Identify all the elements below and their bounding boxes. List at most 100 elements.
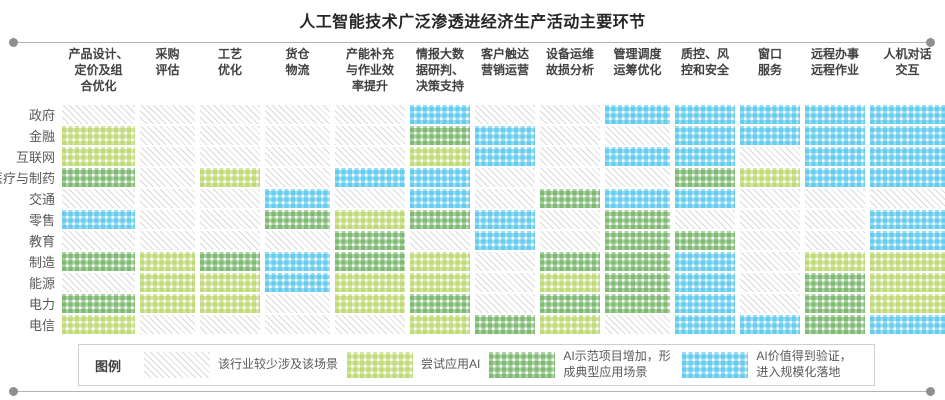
heatmap-cell	[605, 294, 670, 313]
column-header-4: 货仓 物流	[265, 47, 330, 94]
heatmap-cell	[140, 147, 195, 166]
heatmap-cell	[200, 252, 260, 271]
column-header-3: 工艺 优化	[200, 47, 260, 94]
row-label: 零售	[28, 213, 55, 228]
column-header-label: 窗口 服务	[757, 47, 782, 77]
column-header-label: 产能补充 与作业效 率提升	[345, 47, 394, 93]
heatmap-cell	[740, 294, 800, 313]
legend-swatch-try	[347, 352, 414, 378]
heatmap-cell	[605, 231, 670, 250]
legend-swatch-none	[144, 352, 211, 378]
heatmap-cell	[540, 147, 600, 166]
column-header-label: 管理调度 运筹优化	[613, 47, 662, 77]
heatmap-cell	[870, 273, 945, 292]
heatmap-cell	[475, 294, 535, 313]
row-label: 电信	[28, 318, 55, 333]
heatmap-cell	[200, 294, 260, 313]
heatmap-cell	[740, 231, 800, 250]
heatmap-cell	[265, 105, 330, 124]
heatmap-cell	[870, 105, 945, 124]
heatmap-cell	[605, 210, 670, 229]
row-label: 政府	[28, 108, 55, 123]
heatmap-cell	[870, 189, 945, 208]
heatmap-cell	[675, 315, 735, 334]
heatmap-row-制造: 制造	[0, 251, 945, 272]
heatmap-cell	[540, 252, 600, 271]
heatmap-cell	[200, 210, 260, 229]
heatmap-cell	[335, 315, 405, 334]
heatmap-row-政府: 政府	[0, 104, 945, 125]
heatmap-cell	[335, 210, 405, 229]
heatmap-cell	[410, 273, 470, 292]
heatmap-cell	[805, 315, 865, 334]
heatmap-cell	[605, 189, 670, 208]
heatmap-cell	[870, 231, 945, 250]
heatmap-cell	[605, 252, 670, 271]
line-end-dot	[9, 38, 18, 47]
heatmap-cell	[410, 105, 470, 124]
heatmap-cell	[410, 252, 470, 271]
line-end-dot	[926, 38, 935, 47]
heatmap-cell	[335, 147, 405, 166]
heatmap-cell	[870, 294, 945, 313]
heatmap-cell	[740, 168, 800, 187]
heatmap-cell	[62, 126, 135, 145]
heatmap-cell	[62, 315, 135, 334]
column-header-1: 产品设计、 定价及组 合优化	[62, 47, 135, 94]
heatmap-cell	[140, 294, 195, 313]
column-header-label: 货仓 物流	[285, 47, 310, 77]
heatmap-cell	[475, 273, 535, 292]
row-label: 交通	[28, 192, 55, 207]
heatmap-cell	[675, 147, 735, 166]
column-header-6: 情报大数 据研判、 决策支持	[410, 47, 470, 94]
column-header-12: 远程办事 远程作业	[805, 47, 865, 94]
heatmap-row-教育: 教育	[0, 230, 945, 251]
legend-item-scale: AI价值得到验证，进入规模化落地	[682, 349, 862, 380]
heatmap-cell	[200, 231, 260, 250]
line-end-dot	[926, 387, 935, 396]
legend-label-none: 该行业较少涉及该场景	[218, 357, 339, 372]
heatmap-cell	[410, 210, 470, 229]
heatmap-cell	[335, 252, 405, 271]
heatmap-cell	[805, 189, 865, 208]
heatmap-cell	[805, 231, 865, 250]
heatmap-cell	[410, 294, 470, 313]
heatmap-cell	[335, 189, 405, 208]
heatmap-cell	[605, 168, 670, 187]
heatmap-cell	[62, 189, 135, 208]
heatmap-cell	[200, 147, 260, 166]
heatmap-row-能源: 能源	[0, 272, 945, 293]
heatmap-cell	[475, 315, 535, 334]
row-label: 金融	[28, 129, 55, 144]
heatmap-cell	[870, 315, 945, 334]
heatmap-cell	[540, 168, 600, 187]
row-label: 制造	[28, 255, 55, 270]
heatmap-cell	[335, 231, 405, 250]
column-header-13: 人机对话 交互	[870, 47, 945, 94]
heatmap-cell	[675, 168, 735, 187]
heatmap-cell	[410, 168, 470, 187]
heatmap-cell	[740, 189, 800, 208]
legend: 图例 该行业较少涉及该场景 尝试应用AI AI示范项目增加，形成典型应用场景 A…	[78, 344, 875, 386]
heatmap-row-医疗与制药: 医疗与制药	[0, 167, 945, 188]
row-label: 互联网	[15, 150, 55, 165]
column-header-7: 客户触达 营销运营	[475, 47, 535, 94]
heatmap-cell	[62, 210, 135, 229]
column-header-9: 管理调度 运筹优化	[605, 47, 670, 94]
heatmap-cell	[805, 252, 865, 271]
column-header-10: 质控、风 控和安全	[675, 47, 735, 94]
heatmap-cell	[62, 105, 135, 124]
heatmap-cell	[200, 189, 260, 208]
heatmap-cell	[805, 294, 865, 313]
heatmap-cell	[140, 189, 195, 208]
heatmap-cell	[675, 231, 735, 250]
heatmap-cell	[265, 147, 330, 166]
column-header-label: 采购 评估	[155, 47, 180, 77]
heatmap-cell	[140, 252, 195, 271]
heatmap-cell	[540, 189, 600, 208]
heatmap-row-零售: 零售	[0, 209, 945, 230]
column-header-label: 质控、风 控和安全	[680, 47, 729, 77]
column-header-label: 工艺 优化	[217, 47, 242, 77]
column-header-2: 采购 评估	[140, 47, 195, 94]
legend-item-none: 该行业较少涉及该场景	[144, 352, 338, 378]
